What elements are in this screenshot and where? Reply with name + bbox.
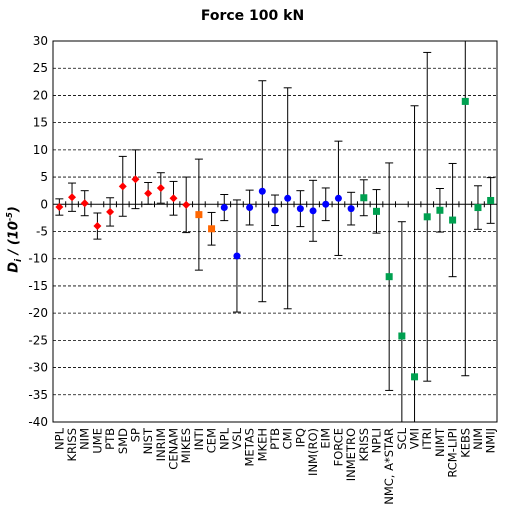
x-tick-label: NPLI xyxy=(369,428,383,453)
data-point xyxy=(296,205,304,213)
x-tick-label: NIST xyxy=(141,427,155,454)
x-tick-label: INM(RO) xyxy=(306,428,320,476)
x-tick-label: VSL xyxy=(230,427,244,449)
data-point xyxy=(144,189,153,198)
data-point xyxy=(347,205,355,213)
x-tick-label: INRIM xyxy=(154,428,168,461)
data-point xyxy=(309,207,317,215)
data-point xyxy=(474,204,482,212)
x-tick-label: MKEH xyxy=(255,428,269,461)
plot-border xyxy=(52,40,498,423)
y-tick-label: -30 xyxy=(28,361,48,375)
data-point xyxy=(80,199,89,208)
x-tick-label: NMC, A*STAR xyxy=(382,428,396,505)
x-tick-label: CEM xyxy=(205,428,219,453)
x-tick-label: CMI xyxy=(281,428,295,449)
x-tick-label: ITRI xyxy=(420,428,434,450)
data-point xyxy=(423,213,431,221)
data-point xyxy=(106,207,115,216)
x-tick-label: NPL xyxy=(52,427,66,450)
x-tick-label: INMETRO xyxy=(344,428,358,481)
data-point xyxy=(195,211,203,219)
x-tick-label: INTI xyxy=(192,428,206,450)
x-tick-label: KEBS xyxy=(458,428,472,458)
x-tick-label: NIM xyxy=(471,428,485,450)
data-point xyxy=(208,225,216,233)
x-tick-label: NIMT xyxy=(433,427,447,457)
y-tick-label: -10 xyxy=(28,252,48,266)
x-tick-label: METAS xyxy=(243,428,257,467)
x-tick-label: KRISS xyxy=(357,428,371,462)
x-tick-label: CENAM xyxy=(167,428,181,470)
data-point xyxy=(449,216,457,224)
data-point xyxy=(246,204,254,212)
x-tick-label: MIKES xyxy=(179,428,193,463)
x-tick-label: NMIJ xyxy=(484,428,498,453)
data-point xyxy=(156,183,165,192)
x-tick-label: SP xyxy=(128,428,142,442)
x-tick-label: UME xyxy=(90,428,104,454)
data-point xyxy=(55,203,64,212)
data-point xyxy=(411,373,419,381)
y-tick-label: -25 xyxy=(28,333,48,347)
x-tick-label: PTB xyxy=(103,428,117,450)
data-point xyxy=(284,194,292,202)
x-tick-label: VMI xyxy=(408,428,422,449)
y-tick-label: 5 xyxy=(40,170,48,184)
x-tick-label: FORCE xyxy=(331,428,345,466)
y-tick-label: 15 xyxy=(33,116,48,130)
y-tick-label: -20 xyxy=(28,306,48,320)
y-tick-label: 10 xyxy=(33,143,48,157)
x-tick-label: SCL xyxy=(395,427,409,449)
data-point xyxy=(398,332,406,340)
data-point xyxy=(118,182,127,191)
data-point xyxy=(360,194,368,202)
y-tick-label: -5 xyxy=(36,225,48,239)
data-point xyxy=(220,204,228,212)
x-tick-label: IPQ xyxy=(293,428,307,447)
y-tick-label: 0 xyxy=(40,197,48,211)
x-tick-label: NIM xyxy=(78,428,92,450)
data-point xyxy=(258,187,266,195)
x-tick-label: KRISS xyxy=(65,428,79,462)
data-point xyxy=(233,252,241,260)
data-point xyxy=(436,206,444,214)
data-point xyxy=(385,273,393,281)
data-point xyxy=(487,196,495,204)
data-point xyxy=(461,97,469,105)
data-point xyxy=(93,222,102,231)
y-tick-label: -15 xyxy=(28,279,48,293)
data-point xyxy=(372,207,380,215)
data-point xyxy=(131,175,140,184)
data-point xyxy=(169,194,178,203)
y-tick-label: -35 xyxy=(28,388,48,402)
data-point xyxy=(334,194,342,202)
x-tick-label: EIM xyxy=(319,428,333,449)
x-tick-label: SMD xyxy=(116,428,130,454)
data-point xyxy=(271,206,279,214)
y-tick-label: -40 xyxy=(28,415,48,429)
data-point xyxy=(182,200,191,209)
x-tick-label: NPL xyxy=(217,427,231,450)
x-tick-label: PTB xyxy=(268,428,282,450)
data-point xyxy=(68,193,77,202)
y-tick-label: 30 xyxy=(33,34,48,48)
chart-title: Force 100 kN xyxy=(200,8,305,24)
y-tick-label: 20 xyxy=(33,88,48,102)
x-tick-label: RCM-LIPI xyxy=(446,428,460,478)
data-point xyxy=(322,200,330,208)
y-tick-label: 25 xyxy=(33,61,48,75)
